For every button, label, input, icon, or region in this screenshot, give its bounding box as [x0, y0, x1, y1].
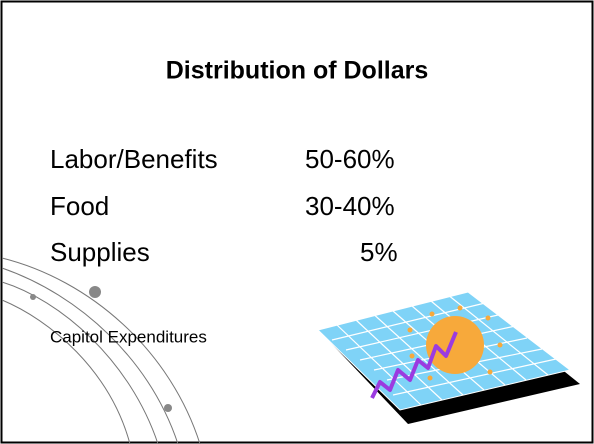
- item-value: 5%: [360, 237, 398, 267]
- slide: Distribution of Dollars Labor/Benefits 5…: [0, 0, 594, 444]
- item-label: Food: [50, 191, 109, 221]
- dot: [89, 286, 101, 298]
- dot: [164, 404, 172, 412]
- page: {"slide": {"title": "Distribution of Dol…: [0, 0, 594, 444]
- item-value: 50-60%: [305, 144, 395, 174]
- item-label: Labor/Benefits: [50, 144, 218, 174]
- slide-title: Distribution of Dollars: [166, 57, 429, 85]
- dot: [30, 294, 36, 300]
- item-label: Supplies: [50, 237, 150, 267]
- item-value: 30-40%: [305, 191, 395, 221]
- note: Capitol Expenditures: [50, 327, 207, 346]
